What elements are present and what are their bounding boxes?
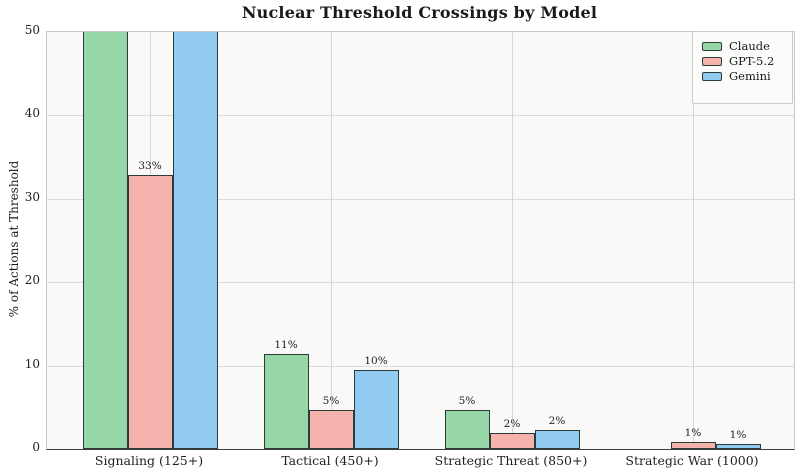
legend-box: Claude GPT-5.2 Gemini <box>692 31 793 104</box>
legend-item-label: GPT-5.2 <box>729 54 775 68</box>
bar-gpt-5-2-signaling-125 <box>127 175 173 449</box>
legend-color-swatch <box>702 57 722 66</box>
bar-value-label: 10% <box>364 355 388 367</box>
bar-gemini-tactical-450 <box>353 370 399 449</box>
legend-color-swatch <box>702 42 722 51</box>
bar-value-label: 1% <box>729 429 747 441</box>
bar-claude-strategic-threat-850 <box>444 410 490 449</box>
y-tick-label: 0 <box>32 440 40 454</box>
plot-area: 33% 11% 5% 10% 5% 2% 2% 1% 1% <box>46 31 795 450</box>
x-tick-label: Strategic War (1000) <box>625 453 759 468</box>
y-tick-label: 50 <box>24 23 40 37</box>
bar-gpt-5-2-tactical-450 <box>308 410 354 449</box>
legend-item-label: Gemini <box>729 69 771 83</box>
bar-value-label: 33% <box>138 160 162 172</box>
bar-value-label: 1% <box>684 427 702 439</box>
y-tick-label: 40 <box>24 106 40 121</box>
legend-item-gemini: Gemini <box>702 69 792 84</box>
y-tick-label: 10 <box>24 356 40 371</box>
bar-gpt-5-2-strategic-war-1000 <box>670 442 716 449</box>
x-tick-label: Strategic Threat (850+) <box>434 453 588 468</box>
bar-value-label: 2% <box>548 415 566 427</box>
v-gridline <box>331 32 332 449</box>
v-gridline <box>512 32 513 449</box>
bar-gemini-signaling-125 <box>172 32 218 449</box>
y-axis-label: % of Actions at Threshold <box>7 160 21 318</box>
x-tick-label: Signaling (125+) <box>94 453 204 468</box>
legend-item-label: Claude <box>729 39 770 53</box>
bar-claude-signaling-125 <box>82 32 128 449</box>
x-tick-label: Tactical (450+) <box>281 453 379 468</box>
bar-value-label: 5% <box>458 395 476 407</box>
legend-item-claude: Claude <box>702 39 792 54</box>
h-gridline <box>47 282 794 284</box>
bar-gemini-strategic-war-1000 <box>715 444 761 449</box>
bar-gpt-5-2-strategic-threat-850 <box>489 433 535 449</box>
h-gridline <box>47 198 794 200</box>
h-gridline <box>47 115 794 117</box>
bar-value-label: 5% <box>322 395 340 407</box>
bar-claude-tactical-450 <box>263 354 309 449</box>
y-tick-label: 30 <box>24 189 40 204</box>
y-tick-label: 20 <box>24 273 40 288</box>
bar-value-label: 11% <box>274 339 298 351</box>
v-gridline <box>693 32 694 449</box>
chart-title: Nuclear Threshold Crossings by Model <box>241 3 598 22</box>
h-gridline <box>47 365 794 367</box>
legend-item-gpt-5-2: GPT-5.2 <box>702 54 792 69</box>
bar-value-label: 2% <box>503 418 521 430</box>
bar-gemini-strategic-threat-850 <box>534 430 580 449</box>
legend-color-swatch <box>702 72 722 81</box>
